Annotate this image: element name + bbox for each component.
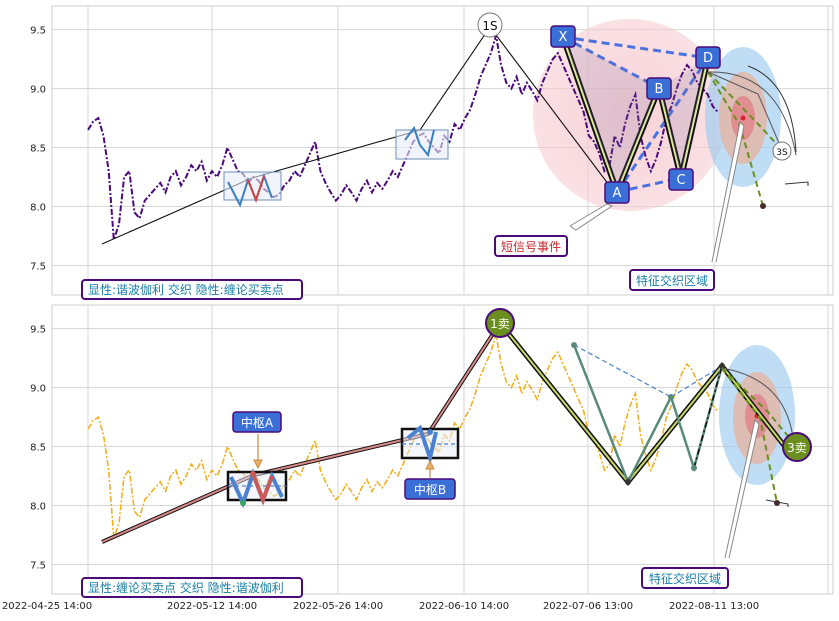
top-bracket	[784, 181, 809, 186]
top-projection-2	[707, 71, 783, 151]
bottom-projection-2	[721, 367, 798, 448]
point-b-label: B	[655, 82, 664, 97]
x-tick-label-2: 2022-05-26 14:00	[293, 601, 383, 612]
point-a-label: A	[613, 186, 622, 201]
top-ytick-label-2: 8.5	[30, 144, 46, 155]
sell-1-text: 1卖	[490, 317, 510, 331]
pivot-b-dot	[427, 429, 433, 435]
bottom-projection-end-dot	[774, 500, 780, 506]
point-d-label: D	[703, 51, 713, 66]
top-ytick-label-4: 7.5	[30, 262, 46, 273]
bottom-feature-annotation: 特征交织区域	[641, 567, 729, 589]
bottom-bracket	[765, 499, 789, 507]
top-arc-outer	[747, 65, 797, 153]
top-pointer-short	[569, 203, 614, 231]
top-ytick-label-3: 8.0	[30, 203, 46, 214]
sell-3-text: 3卖	[787, 441, 807, 455]
x-tick-label-0: 2022-04-25 14:00	[2, 601, 92, 612]
bottom-harmonic-bd	[670, 365, 723, 398]
top-red-dot	[740, 115, 746, 121]
top-ytick-label-0: 9.5	[30, 26, 46, 37]
point-x-label: X	[559, 30, 568, 45]
bottom-mode-annotation: 显性:缠论买卖点 交织 隐性:谐波伽利	[81, 577, 303, 598]
bottom-ytick-label-3: 8.0	[30, 502, 46, 513]
signal-1s-label: 1S	[482, 19, 497, 33]
x-axis-ticks: 2022-04-25 14:00 2022-05-12 14:00 2022-05-…	[2, 601, 759, 612]
top-panel: 9.5 9.0 8.5 8.0 7.5	[30, 5, 834, 300]
pivot-b-arrow-head	[425, 459, 435, 470]
bottom-seg-line	[499, 322, 787, 484]
x-tick-label-3: 2022-06-10 14:00	[419, 601, 509, 612]
point-a: A	[604, 181, 630, 204]
bottom-harmonic-xb	[573, 344, 672, 398]
bottom-y-ticks: 9.5 9.0 8.5 8.0 7.5	[30, 325, 46, 572]
top-projection-arc	[707, 71, 797, 156]
top-y-ticks: 9.5 9.0 8.5 8.0 7.5	[30, 26, 46, 273]
top-pivot-box-b	[395, 129, 449, 160]
bottom-node-x	[571, 342, 577, 348]
bottom-pointer-feature	[724, 418, 760, 559]
top-ytick-label-1: 9.0	[30, 85, 46, 96]
bottom-harmonic-cd	[693, 365, 723, 469]
point-b: B	[646, 77, 672, 100]
x-tick-label-4: 2022-07-06 13:00	[543, 601, 633, 612]
top-feature-annotation: 特征交织区域	[629, 269, 715, 291]
top-harmonic-ad	[615, 57, 710, 193]
top-projection-3	[707, 71, 783, 151]
short-signal-annotation: 短信号事件	[494, 235, 568, 257]
bottom-bi-line	[101, 322, 501, 543]
bottom-feature-text: 特征交织区域	[649, 571, 721, 586]
bottom-ytick-label-1: 9.0	[30, 384, 46, 395]
top-pivot-zigzag-a-red	[247, 175, 265, 203]
pivot-zigzag-b	[406, 424, 438, 466]
point-c: C	[668, 168, 694, 191]
pivot-zigzag-a-red	[251, 473, 274, 506]
top-harmonic-xb	[562, 35, 660, 90]
bottom-ytick-label-4: 7.5	[30, 561, 46, 572]
top-price-line	[87, 35, 719, 240]
sell-1-marker: 1卖	[485, 308, 515, 338]
top-mode-annotation: 显性:谐波伽利 交织 隐性:缠论买卖点	[81, 279, 303, 300]
bottom-ytick-label-0: 9.5	[30, 325, 46, 336]
bottom-node-c	[691, 465, 697, 471]
point-d: D	[695, 46, 721, 69]
pivot-a-label: 中枢A	[232, 411, 282, 433]
sell-3-marker: 3卖	[782, 432, 812, 462]
bottom-mode-text: 显性:缠论买卖点 交织 隐性:谐波伽利	[88, 580, 284, 595]
signal-1s: 1S	[477, 12, 503, 38]
x-tick-label-5: 2022-08-11 13:00	[669, 601, 759, 612]
top-harmonic-xd	[562, 35, 709, 60]
top-pointer-feature	[711, 120, 745, 263]
top-mode-text: 显性:谐波伽利 交织 隐性:缠论买卖点	[88, 282, 284, 297]
bottom-ytick-label-2: 8.5	[30, 443, 46, 454]
top-pivot-box-a	[223, 171, 282, 201]
pivot-a-text: 中枢A	[241, 415, 274, 430]
point-x: X	[550, 25, 576, 48]
short-signal-text: 短信号事件	[501, 240, 561, 254]
pivot-b-text: 中枢B	[414, 482, 446, 497]
bottom-panel: 9.5 9.0 8.5 8.0 7.5	[30, 304, 834, 598]
bottom-projection-1	[721, 367, 778, 504]
pivot-a-arrow-head	[253, 459, 263, 470]
bottom-grid	[52, 305, 833, 594]
top-projection-end-dot	[760, 203, 766, 209]
signal-3s-label: 3S	[776, 148, 788, 158]
pivot-b-label: 中枢B	[404, 478, 456, 500]
pivot-a-low-dot	[240, 500, 246, 506]
top-feature-text: 特征交织区域	[636, 273, 708, 288]
point-c-label: C	[676, 173, 685, 188]
top-pivot-zigzag-b	[404, 125, 435, 158]
signal-3s: 3S	[772, 141, 792, 161]
bottom-node-a	[625, 479, 631, 485]
bottom-node-d	[719, 363, 725, 369]
pivot-a-high-dot	[250, 471, 256, 477]
x-tick-label-1: 2022-05-12 14:00	[167, 601, 257, 612]
top-harmonic-triangle-1	[563, 37, 659, 192]
bottom-node-b	[668, 394, 674, 400]
